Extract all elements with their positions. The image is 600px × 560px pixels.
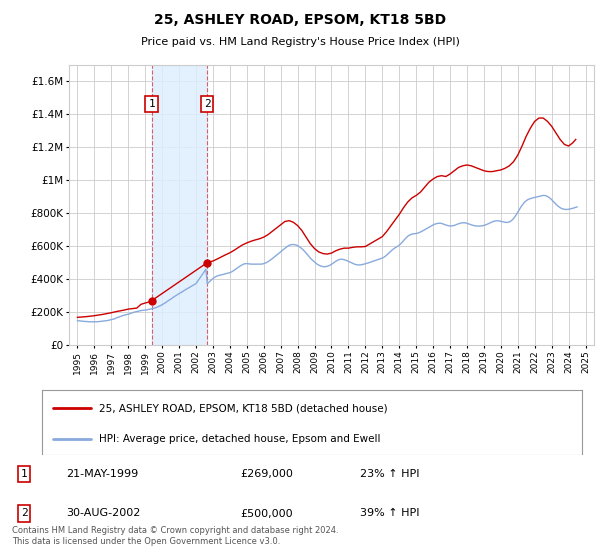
Text: £500,000: £500,000 xyxy=(240,508,293,519)
Text: 25, ASHLEY ROAD, EPSOM, KT18 5BD: 25, ASHLEY ROAD, EPSOM, KT18 5BD xyxy=(154,13,446,27)
Text: 21-MAY-1999: 21-MAY-1999 xyxy=(66,469,138,479)
Text: HPI: Average price, detached house, Epsom and Ewell: HPI: Average price, detached house, Epso… xyxy=(99,434,380,444)
Text: 39% ↑ HPI: 39% ↑ HPI xyxy=(360,508,419,519)
Text: 1: 1 xyxy=(20,469,28,479)
Text: 2: 2 xyxy=(204,99,211,109)
Text: Price paid vs. HM Land Registry's House Price Index (HPI): Price paid vs. HM Land Registry's House … xyxy=(140,37,460,47)
Bar xyxy=(152,65,207,345)
Text: 23% ↑ HPI: 23% ↑ HPI xyxy=(360,469,419,479)
Text: 1: 1 xyxy=(148,99,155,109)
Text: 2: 2 xyxy=(20,508,28,519)
Text: £269,000: £269,000 xyxy=(240,469,293,479)
Text: 30-AUG-2002: 30-AUG-2002 xyxy=(66,508,140,519)
Text: 25, ASHLEY ROAD, EPSOM, KT18 5BD (detached house): 25, ASHLEY ROAD, EPSOM, KT18 5BD (detach… xyxy=(99,403,388,413)
Text: Contains HM Land Registry data © Crown copyright and database right 2024.
This d: Contains HM Land Registry data © Crown c… xyxy=(12,526,338,545)
